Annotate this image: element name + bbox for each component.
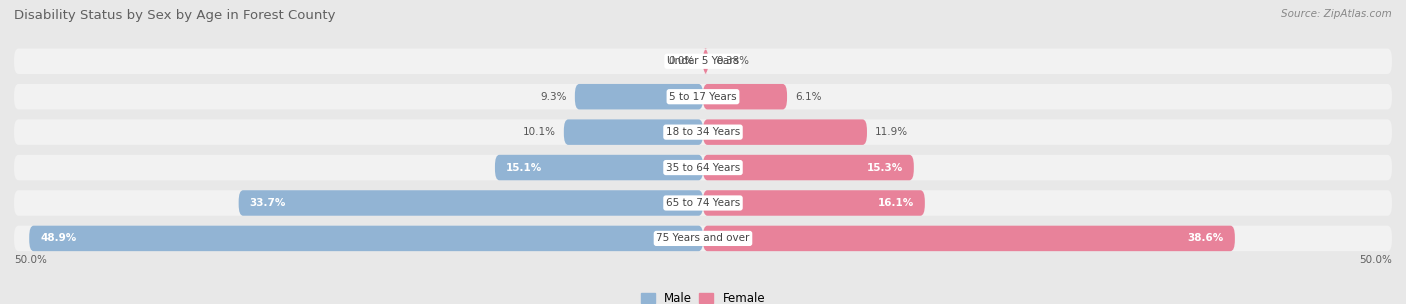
Text: Disability Status by Sex by Age in Forest County: Disability Status by Sex by Age in Fores… xyxy=(14,9,336,22)
FancyBboxPatch shape xyxy=(703,190,925,216)
Text: 33.7%: 33.7% xyxy=(250,198,285,208)
FancyBboxPatch shape xyxy=(14,119,1392,145)
Text: 75 Years and over: 75 Years and over xyxy=(657,233,749,244)
Text: 50.0%: 50.0% xyxy=(14,255,46,265)
FancyBboxPatch shape xyxy=(14,155,1392,180)
FancyBboxPatch shape xyxy=(495,155,703,180)
Text: 50.0%: 50.0% xyxy=(1360,255,1392,265)
Text: Source: ZipAtlas.com: Source: ZipAtlas.com xyxy=(1281,9,1392,19)
FancyBboxPatch shape xyxy=(564,119,703,145)
FancyBboxPatch shape xyxy=(703,155,914,180)
Text: 6.1%: 6.1% xyxy=(796,92,823,102)
Text: 15.1%: 15.1% xyxy=(506,163,543,173)
FancyBboxPatch shape xyxy=(14,190,1392,216)
Text: 65 to 74 Years: 65 to 74 Years xyxy=(666,198,740,208)
Text: Under 5 Years: Under 5 Years xyxy=(666,56,740,66)
Text: 0.38%: 0.38% xyxy=(717,56,749,66)
FancyBboxPatch shape xyxy=(575,84,703,109)
FancyBboxPatch shape xyxy=(14,49,1392,74)
Text: 10.1%: 10.1% xyxy=(523,127,555,137)
FancyBboxPatch shape xyxy=(703,226,1234,251)
FancyBboxPatch shape xyxy=(14,84,1392,109)
Text: 9.3%: 9.3% xyxy=(540,92,567,102)
FancyBboxPatch shape xyxy=(30,226,703,251)
FancyBboxPatch shape xyxy=(703,84,787,109)
FancyBboxPatch shape xyxy=(239,190,703,216)
Text: 16.1%: 16.1% xyxy=(877,198,914,208)
Text: 38.6%: 38.6% xyxy=(1188,233,1223,244)
Text: 0.0%: 0.0% xyxy=(668,56,695,66)
Text: 35 to 64 Years: 35 to 64 Years xyxy=(666,163,740,173)
Text: 5 to 17 Years: 5 to 17 Years xyxy=(669,92,737,102)
FancyBboxPatch shape xyxy=(703,119,868,145)
FancyBboxPatch shape xyxy=(14,226,1392,251)
Legend: Male, Female: Male, Female xyxy=(641,292,765,304)
Text: 11.9%: 11.9% xyxy=(875,127,908,137)
Text: 48.9%: 48.9% xyxy=(41,233,76,244)
Text: 15.3%: 15.3% xyxy=(866,163,903,173)
Text: 18 to 34 Years: 18 to 34 Years xyxy=(666,127,740,137)
FancyBboxPatch shape xyxy=(703,49,709,74)
